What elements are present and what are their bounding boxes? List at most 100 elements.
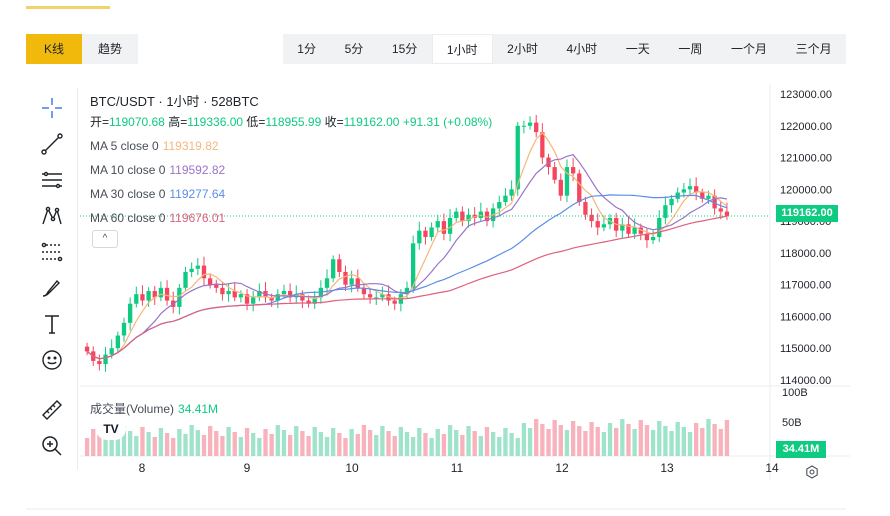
volume-bar [607,423,613,456]
candle-body [681,189,687,193]
candle-body [626,224,631,234]
volume-bar [275,425,280,456]
interval-1w[interactable]: 一周 [678,42,703,56]
tab-trend[interactable]: 趋势 [82,34,138,64]
volume-bar [91,429,96,456]
brush-icon[interactable] [38,274,66,302]
horizontal-lines-icon[interactable] [38,166,66,194]
chart-mode-tabs: K线 趋势 [26,34,138,64]
interval-1mo[interactable]: 一个月 [731,42,768,56]
candle-body [257,291,262,298]
volume-bar [374,435,379,456]
interval-selector: 1分 5分 15分 1小时 2小时 4小时 一天 一周 一个月 三个月 [283,34,846,64]
volume-bar [287,435,293,456]
volume-bar [460,435,465,456]
volume-bar [478,436,483,456]
candle-body [718,208,723,212]
volume-bar [158,428,164,456]
candle-body [583,202,588,215]
chart-area[interactable]: 123000.00 122000.00 121000.00 120000.00 1190… [80,84,850,480]
candle-body [429,227,434,237]
volume-bar [694,423,699,456]
tab-kline[interactable]: K线 [26,34,82,64]
candle-body [404,287,410,295]
text-icon[interactable] [38,310,66,338]
volume-legend: 成交量(Volume) 34.41M [90,400,218,417]
interval-1m[interactable]: 1分 [297,42,316,56]
volume-bar [577,426,582,456]
candle-body [441,221,447,234]
volume-bar [300,431,305,456]
volume-bar [509,433,514,456]
candle-body [349,278,354,285]
candle-body [109,348,114,355]
candle-body [146,291,151,301]
candle-body [380,294,385,298]
candle-body [158,287,164,298]
volume-bar [97,434,102,456]
price-tick-label: 115000.00 [780,343,831,355]
candle-body [103,354,108,365]
candle-body [312,297,317,304]
time-tick-label: 11 [451,461,464,475]
volume-bar [337,433,342,456]
fib-icon[interactable] [38,238,66,266]
volume-bar [435,429,440,456]
candle-body [509,189,514,196]
interval-2h[interactable]: 2小时 [507,42,538,56]
pattern-icon[interactable] [38,202,66,230]
crosshair-icon[interactable] [38,94,66,122]
ruler-icon[interactable] [38,396,66,424]
candlestick-chart[interactable]: 123000.00122000.00121000.00120000.001190… [80,84,850,480]
interval-5m[interactable]: 5分 [344,42,364,56]
volume-bar [251,433,256,456]
volume-bar [386,431,391,456]
candle-body [601,224,607,228]
candle-body [331,259,336,279]
candle-body [220,287,225,295]
interval-4h[interactable]: 4小时 [566,42,598,56]
candle-body [214,284,219,288]
volume-bar [361,425,367,456]
interval-1d[interactable]: 一天 [625,42,650,56]
volume-bar [171,438,176,456]
volume-label: 成交量(Volume) [90,402,175,416]
time-tick-label: 10 [345,461,359,475]
candle-body [281,291,287,295]
volume-bar [540,424,545,456]
interval-15m[interactable]: 15分 [391,42,418,56]
volume-bar [294,426,299,456]
volume-bar [546,429,551,456]
volume-bar [490,432,496,456]
candle-body [392,300,397,304]
candle-body [657,217,662,237]
volume-bar [189,425,194,456]
interval-1h[interactable]: 1小时 [431,34,493,64]
volume-bar [527,428,533,456]
trend-line-icon[interactable] [38,130,66,158]
candle-body [84,346,90,352]
volume-bar [657,421,662,456]
candle-body [423,230,428,237]
gear-icon[interactable] [804,464,820,480]
volume-bar [626,424,631,456]
candle-body [164,287,170,301]
volume-bar [232,432,237,456]
interval-3mo[interactable]: 三个月 [795,42,832,56]
time-tick-label: 13 [660,461,674,475]
zoom-in-icon[interactable] [38,432,66,460]
volume-bar [220,436,225,456]
volume-tick-label: 100B [782,387,808,399]
candle-body [595,221,600,228]
candle-body [201,265,207,279]
candle-body [232,291,237,298]
collapse-legend-button[interactable]: ^ [92,230,118,248]
candle-body [663,205,668,218]
candle-body [300,294,305,301]
candle-body [134,294,139,304]
candle-body [337,259,342,272]
emoji-icon[interactable] [38,346,66,374]
ma5-line [86,131,728,360]
candle-body [244,294,250,304]
volume-bar [558,425,563,456]
